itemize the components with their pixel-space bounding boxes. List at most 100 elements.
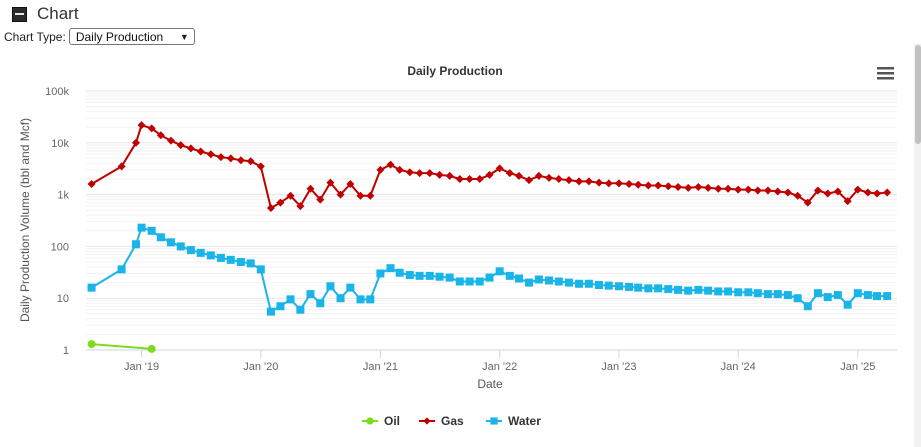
gas-data-point <box>256 162 265 171</box>
gas-data-point <box>117 162 126 171</box>
gas-data-point <box>386 160 395 169</box>
water-data-point <box>883 292 892 301</box>
gas-data-point <box>186 144 195 153</box>
section-title: Chart <box>37 4 79 23</box>
grid-lines <box>86 90 897 351</box>
x-tick-label: Jan '23 <box>601 361 636 373</box>
gas-data-point <box>644 181 653 190</box>
water-data-point <box>833 291 842 300</box>
legend-item-water[interactable]: Water <box>486 414 541 428</box>
x-tick-label: Jan '20 <box>243 361 278 373</box>
legend-item-gas[interactable]: Gas <box>419 414 464 428</box>
x-axis-ticks: Jan '19 Jan '20 Jan '21 Jan '22 Jan '23 Jan '… <box>124 350 875 373</box>
gas-data-point <box>505 169 514 178</box>
water-data-point <box>166 238 175 247</box>
gas-data-point <box>813 186 822 195</box>
water-data-point <box>117 265 126 274</box>
water-data-point <box>823 293 832 302</box>
x-tick-label: Jan '25 <box>840 361 875 373</box>
gas-data-point <box>226 154 235 163</box>
water-data-point <box>734 288 743 297</box>
water-data-point <box>131 240 140 249</box>
water-data-point <box>694 285 703 294</box>
gas-data-point <box>763 186 772 195</box>
legend-symbol <box>423 417 431 425</box>
oil-data-point <box>147 344 156 353</box>
scrollbar-track[interactable] <box>914 44 921 447</box>
gas-data-point <box>773 187 782 196</box>
gas-data-point <box>625 180 634 189</box>
legend-symbol <box>490 417 498 425</box>
gas-data-point <box>455 175 464 184</box>
water-data-point <box>395 268 404 277</box>
gas-data-point <box>724 184 733 193</box>
y-tick-label: 1 <box>63 345 69 357</box>
legend-item-oil[interactable]: Oil <box>362 414 400 428</box>
gas-data-point <box>664 182 673 191</box>
gas-data-point <box>147 124 156 133</box>
gas-data-point <box>156 131 165 140</box>
gas-data-point <box>485 170 494 179</box>
water-data-point <box>425 271 434 280</box>
chart-type-select[interactable]: Daily Production ▼ <box>68 28 195 45</box>
gas-data-point <box>883 188 892 197</box>
water-data-point <box>595 280 604 289</box>
water-data-point <box>216 253 225 262</box>
water-data-point <box>753 289 762 298</box>
gas-data-point <box>316 195 325 204</box>
oil-series <box>87 340 156 353</box>
water-data-point <box>455 277 464 286</box>
gas-data-point <box>495 164 504 173</box>
gas-data-point <box>793 191 802 200</box>
gas-data-point <box>276 198 285 207</box>
gas-data-point <box>714 184 723 193</box>
legend-label: Gas <box>441 414 464 428</box>
chart-section-header: Chart <box>12 4 79 24</box>
chart-title: Daily Production <box>407 64 502 78</box>
water-data-point <box>435 272 444 281</box>
y-axis-ticks: 1 10 100 1k 10k 100k <box>45 86 69 357</box>
gas-data-point <box>137 121 146 130</box>
legend: Oil Gas Water <box>362 414 541 428</box>
water-data-point <box>186 246 195 255</box>
hamburger-menu-icon[interactable] <box>872 62 898 84</box>
gas-data-point <box>131 138 140 147</box>
water-data-point <box>176 242 185 251</box>
water-data-point <box>296 305 305 314</box>
gas-data-point <box>674 183 683 192</box>
water-data-point <box>684 286 693 295</box>
gas-data-point <box>206 150 215 159</box>
water-data-point <box>246 259 255 268</box>
gas-data-point <box>346 180 355 189</box>
gas-data-point <box>336 190 345 199</box>
water-data-point <box>584 279 593 288</box>
gas-data-point <box>306 184 315 193</box>
gas-data-point <box>564 176 573 185</box>
x-tick-label: Jan '24 <box>721 361 756 373</box>
water-data-point <box>534 275 543 284</box>
gas-data-point <box>863 188 872 197</box>
water-data-point <box>256 265 265 274</box>
water-data-point <box>575 279 584 288</box>
gas-data-point <box>575 177 584 186</box>
water-data-point <box>137 223 146 232</box>
gas-data-point <box>853 185 862 194</box>
water-data-point <box>276 302 285 311</box>
water-data-point <box>644 284 653 293</box>
gas-data-point <box>654 181 663 190</box>
water-data-point <box>306 290 315 299</box>
gas-data-point <box>356 191 365 200</box>
water-data-point <box>286 295 295 304</box>
scrollbar-thumb[interactable] <box>915 45 921 144</box>
gas-data-point <box>445 171 454 180</box>
gas-data-point <box>176 141 185 150</box>
gas-series-line <box>91 124 888 209</box>
water-data-point <box>873 292 882 301</box>
chevron-down-icon: ▼ <box>179 31 189 42</box>
gas-data-point <box>614 179 623 188</box>
chart-type-label: Chart Type: <box>4 29 66 44</box>
gas-data-point <box>296 202 305 211</box>
collapse-minus-icon[interactable] <box>12 6 27 22</box>
water-data-point <box>724 287 733 296</box>
